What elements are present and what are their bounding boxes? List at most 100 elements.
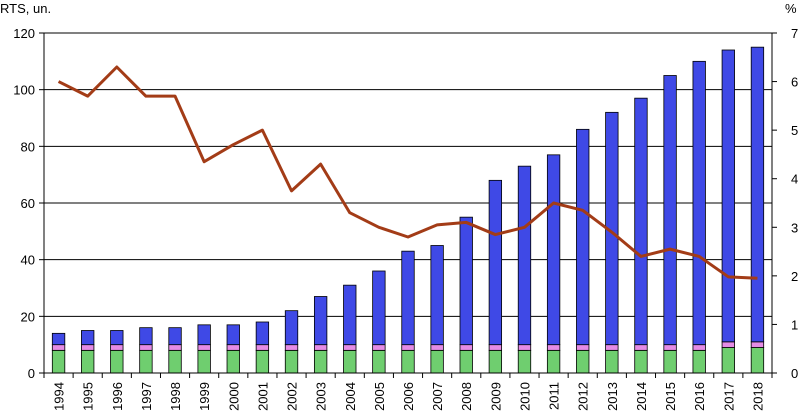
bar-segment-2 — [343, 344, 357, 351]
y-right-tick-label: 3 — [791, 220, 798, 235]
bar-segment-2 — [692, 344, 706, 351]
bar-segment-1 — [284, 349, 299, 374]
bar-segment-3 — [517, 165, 532, 346]
y-right-tick-label: 4 — [791, 172, 798, 187]
bar-segment-3 — [459, 216, 473, 346]
y-left-tick-label: 80 — [21, 139, 35, 154]
x-tick-label: 2000 — [226, 382, 241, 411]
bar-segment-1 — [401, 349, 415, 374]
bar-segment-1 — [372, 349, 386, 374]
y-left-tick-label: 100 — [13, 83, 35, 98]
bar-segment-1 — [51, 349, 66, 374]
bar-segment-1 — [488, 349, 503, 374]
x-tick-label: 2002 — [285, 382, 300, 411]
bar-segment-1 — [605, 349, 619, 374]
bar-segment-2 — [284, 344, 299, 351]
bar-segment-2 — [605, 344, 619, 351]
bar-segment-2 — [634, 344, 648, 351]
bar-segment-3 — [51, 332, 66, 346]
bar-segment-2 — [110, 344, 124, 351]
x-tick-label: 2007 — [430, 382, 445, 411]
y-right-tick-label: 1 — [791, 317, 798, 332]
y-left-tick-label: 120 — [13, 26, 35, 41]
x-tick-label: 2011 — [547, 382, 562, 410]
x-tick-label: 2004 — [343, 382, 358, 411]
bar-segment-1 — [517, 349, 532, 374]
bar-segment-3 — [663, 75, 677, 346]
bar-segment-2 — [459, 344, 473, 351]
bar-segment-1 — [168, 349, 182, 374]
bar-segment-1 — [663, 349, 677, 374]
y-left-tick-label: 60 — [21, 196, 35, 211]
bar-segment-3 — [401, 250, 415, 346]
bar-segment-2 — [488, 344, 503, 351]
bar-segment-3 — [750, 46, 765, 343]
bar-segment-3 — [546, 154, 561, 346]
y-left-tick-label: 20 — [21, 309, 35, 324]
y-left-tick-label: 0 — [28, 366, 35, 381]
bar-segment-1 — [197, 349, 211, 374]
bar-segment-3 — [81, 330, 95, 346]
bar-segment-3 — [488, 179, 503, 346]
bar-segment-1 — [343, 349, 357, 374]
bar-segment-2 — [255, 344, 270, 351]
bar-segment-2 — [721, 341, 735, 348]
bar-segment-3 — [168, 327, 182, 346]
bar-segment-3 — [226, 324, 240, 346]
bar-segment-1 — [313, 349, 328, 374]
bar-segment-1 — [139, 349, 153, 374]
bar-segment-3 — [372, 270, 386, 346]
bar-segment-2 — [663, 344, 677, 351]
x-tick-label: 2015 — [663, 382, 678, 411]
x-tick-label: 2009 — [488, 382, 503, 411]
bar-segment-3 — [576, 128, 590, 346]
bar-segment-3 — [110, 330, 124, 346]
x-tick-label: 2010 — [517, 382, 532, 411]
x-tick-label: 1998 — [168, 382, 183, 411]
bar-segment-1 — [255, 349, 270, 374]
bar-segment-2 — [401, 344, 415, 351]
x-tick-label: 1999 — [197, 382, 212, 411]
bar-segment-3 — [197, 324, 211, 346]
bar-segment-1 — [430, 349, 444, 374]
right-axis-unit: % — [785, 1, 797, 16]
bar-segment-2 — [51, 344, 66, 351]
y-right-tick-label: 2 — [791, 269, 798, 284]
x-tick-label: 2012 — [576, 382, 591, 411]
x-tick-label: 2003 — [314, 382, 329, 411]
bar-segment-3 — [313, 296, 328, 346]
bar-segment-1 — [576, 349, 590, 374]
bar-segment-1 — [634, 349, 648, 374]
bar-segment-3 — [343, 284, 357, 346]
bar-segment-3 — [634, 97, 648, 346]
bar-segment-2 — [168, 344, 182, 351]
bar-segment-1 — [81, 349, 95, 374]
x-tick-label: 1995 — [81, 382, 96, 411]
y-left-tick-label: 40 — [21, 253, 35, 268]
bar-segment-2 — [430, 344, 444, 351]
bar-segment-2 — [197, 344, 211, 351]
bar-segment-3 — [721, 49, 735, 343]
line-path — [57, 65, 758, 280]
bar-segment-2 — [372, 344, 386, 351]
x-tick-label: 2005 — [372, 382, 387, 411]
x-tick-label: 1994 — [52, 382, 67, 411]
bar-segment-1 — [692, 349, 706, 374]
bar-segment-3 — [692, 60, 706, 346]
x-tick-label: 2006 — [401, 382, 416, 411]
bar-segment-2 — [81, 344, 95, 351]
bar-segment-3 — [430, 245, 444, 346]
x-tick-label: 2013 — [605, 382, 620, 411]
bar-segment-1 — [546, 349, 561, 374]
left-axis-unit: RTS, un. — [0, 1, 51, 16]
bars — [51, 46, 765, 374]
x-tick-label: 2016 — [692, 382, 707, 411]
bar-segment-3 — [284, 310, 299, 346]
bar-segment-2 — [139, 344, 153, 351]
bar-segment-3 — [255, 321, 270, 346]
bar-segment-2 — [226, 344, 240, 351]
x-tick-label: 2014 — [634, 382, 649, 411]
y-right-tick-label: 5 — [791, 123, 798, 138]
